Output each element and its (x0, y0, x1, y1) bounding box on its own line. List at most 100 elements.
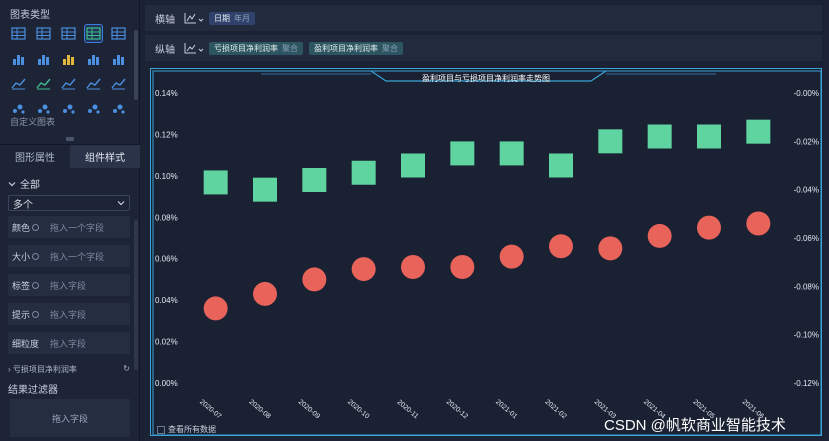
properties-scrollbar[interactable] (134, 220, 138, 370)
view-all-checkbox[interactable] (157, 425, 165, 434)
left-axis-tick-label: 0.14% (155, 89, 178, 98)
color-field-placeholder: 拖入一个字段 (50, 222, 105, 233)
y-axis-field-sub-2: 聚合 (382, 43, 398, 53)
settings-circle-icon[interactable] (32, 223, 40, 231)
size-label: 大小 (12, 251, 31, 262)
scatter-point-circle (253, 281, 277, 306)
result-filter-drop[interactable]: 拖入字段 (10, 399, 130, 437)
chart-title: 盈利项目与亏损项目净利润率走势图 (422, 74, 550, 83)
x-axis-tick-label: 2020-12 (445, 399, 469, 421)
column-table-icon[interactable] (10, 50, 27, 67)
scatter-point-circle (746, 211, 771, 236)
view-all-data-toggle[interactable]: 查看所有数据 (157, 424, 216, 435)
scatter-point-circle (549, 234, 573, 259)
axis-type-icon (184, 13, 204, 24)
x-axis-tick-label: 2020-10 (346, 399, 370, 421)
y-axis-label: 纵轴 (155, 44, 175, 56)
x-axis-bar: 横轴 日期 年月 (145, 5, 822, 31)
cross-table-icon[interactable] (35, 25, 52, 42)
chart-type-scrollbar[interactable] (134, 30, 138, 100)
scatter-point-square (203, 170, 228, 195)
bar-group-icon[interactable] (35, 50, 52, 67)
granularity-field-drop[interactable]: 细粒度 拖入字段 (8, 332, 130, 354)
custom-chart-label[interactable]: 自定义图表 (10, 117, 56, 127)
scatter-point-circle (351, 257, 376, 282)
settings-circle-icon[interactable] (32, 252, 40, 260)
settings-circle-icon[interactable] (32, 281, 40, 289)
table-icon[interactable] (10, 25, 27, 42)
map-fill-icon[interactable] (60, 50, 77, 67)
left-axis-tick-label: 0.10% (155, 172, 178, 181)
scatter-chart: 0.14% 0.12% 0.10% 0.08% 0.06% 0.04% 0.02% 0.00%… (152, 70, 822, 436)
granularity-label: 细粒度 (12, 338, 40, 349)
all-section-toggle[interactable]: 全部 (8, 176, 40, 191)
horizontal-bar-icon[interactable] (35, 75, 52, 92)
radar-icon[interactable] (10, 100, 27, 117)
x-axis-tick-label: 2021-01 (494, 399, 518, 421)
right-axis-tick-label: -0.06% (794, 234, 819, 243)
axis-type-icon (184, 43, 204, 54)
x-axis-type-toggle[interactable] (183, 10, 209, 26)
y-axis-type-toggle[interactable] (183, 40, 209, 56)
bar-chart-icon[interactable] (10, 75, 27, 92)
bar-chart-icon[interactable] (110, 50, 127, 67)
label-field-drop[interactable]: 标签 拖入字段 (8, 274, 130, 296)
tooltip-field-drop[interactable]: 提示 拖入字段 (8, 303, 130, 325)
title-frame (370, 70, 607, 82)
tooltip-field-placeholder: 拖入字段 (50, 309, 87, 320)
scatter-point-circle (203, 296, 228, 321)
right-axis-tick-label: -0.02% (794, 137, 819, 146)
y-axis-field-pill-1[interactable]: 亏损项目净利润率 聚合 (209, 41, 303, 55)
x-axis-field-name: 日期 (214, 13, 230, 23)
y-axis-field-name-1: 亏损项目净利润率 (214, 43, 278, 53)
left-axis-tick-label: 0.04% (155, 296, 178, 305)
x-axis-tick-label: 2021-02 (543, 399, 567, 421)
line-bar-icon[interactable] (60, 75, 77, 92)
x-axis-field-pill[interactable]: 日期 年月 (209, 11, 255, 25)
scatter-point-square (253, 177, 277, 202)
left-axis-tick-label: 0.02% (155, 338, 178, 347)
chevron-down-icon (8, 181, 16, 186)
y-axis-field-sub-1: 聚合 (282, 43, 298, 53)
scatter-point-circle (697, 215, 721, 240)
scatter-icon[interactable] (60, 100, 77, 117)
scatter-point-square (351, 160, 376, 185)
tab-component-style[interactable]: 组件样式 (70, 145, 140, 168)
x-axis-field-sub: 年月 (234, 13, 250, 23)
scatter-point-circle (302, 267, 327, 292)
line-chart-icon[interactable] (110, 75, 127, 92)
color-field-drop[interactable]: 颜色 拖入一个字段 (8, 216, 130, 238)
series-select[interactable]: 多个 (8, 195, 130, 211)
y-axis-field-pill-2[interactable]: 盈利项目净利润率 聚合 (309, 41, 403, 55)
detail-table-icon[interactable] (60, 25, 77, 42)
area-chart-icon[interactable] (35, 100, 52, 117)
color-label: 颜色 (12, 222, 31, 233)
left-axis-tick-label: 0.12% (155, 130, 178, 139)
chart-type-title: 图表类型 (10, 10, 50, 21)
tab-graphic-properties[interactable]: 图形属性 (15, 153, 55, 164)
result-filter-title: 结果过滤器 (8, 385, 58, 396)
all-label: 全部 (20, 180, 40, 191)
y-axis-bar: 纵轴 亏损项目净利润率 聚合 盈利项目净利润率 聚合 (145, 35, 822, 61)
scatter-point-square (697, 124, 721, 149)
scatter-point-circle (647, 223, 672, 248)
series-collapse-row[interactable]: › 亏损项目净利润率 ↻ (8, 364, 130, 375)
multi-line-icon[interactable] (85, 75, 102, 92)
settings-circle-icon[interactable] (32, 310, 40, 318)
bubble-icon[interactable] (85, 100, 102, 117)
kpi-number-icon[interactable] (110, 25, 127, 42)
stacked-bar-icon[interactable] (85, 50, 102, 67)
grid-table-icon[interactable] (84, 24, 103, 43)
scatter-point-square (401, 153, 425, 178)
chart-frame (152, 70, 822, 436)
size-field-drop[interactable]: 大小 拖入一个字段 (8, 245, 130, 267)
x-axis-tick-label: 2020-08 (247, 399, 271, 421)
scatter-point-square (746, 119, 771, 144)
left-panel: 图表类型 自定义图表 图形属性 组件样式 全部 多个 颜色 拖入一个字段 大小 … (0, 0, 140, 441)
pie-chart-icon[interactable] (110, 100, 127, 117)
panel-resize-handle[interactable] (66, 137, 74, 141)
size-field-placeholder: 拖入一个字段 (50, 251, 105, 262)
scatter-point-square (598, 129, 623, 154)
x-axis-tick-label: 2020-09 (297, 399, 321, 421)
refresh-icon[interactable]: ↻ (123, 364, 130, 373)
